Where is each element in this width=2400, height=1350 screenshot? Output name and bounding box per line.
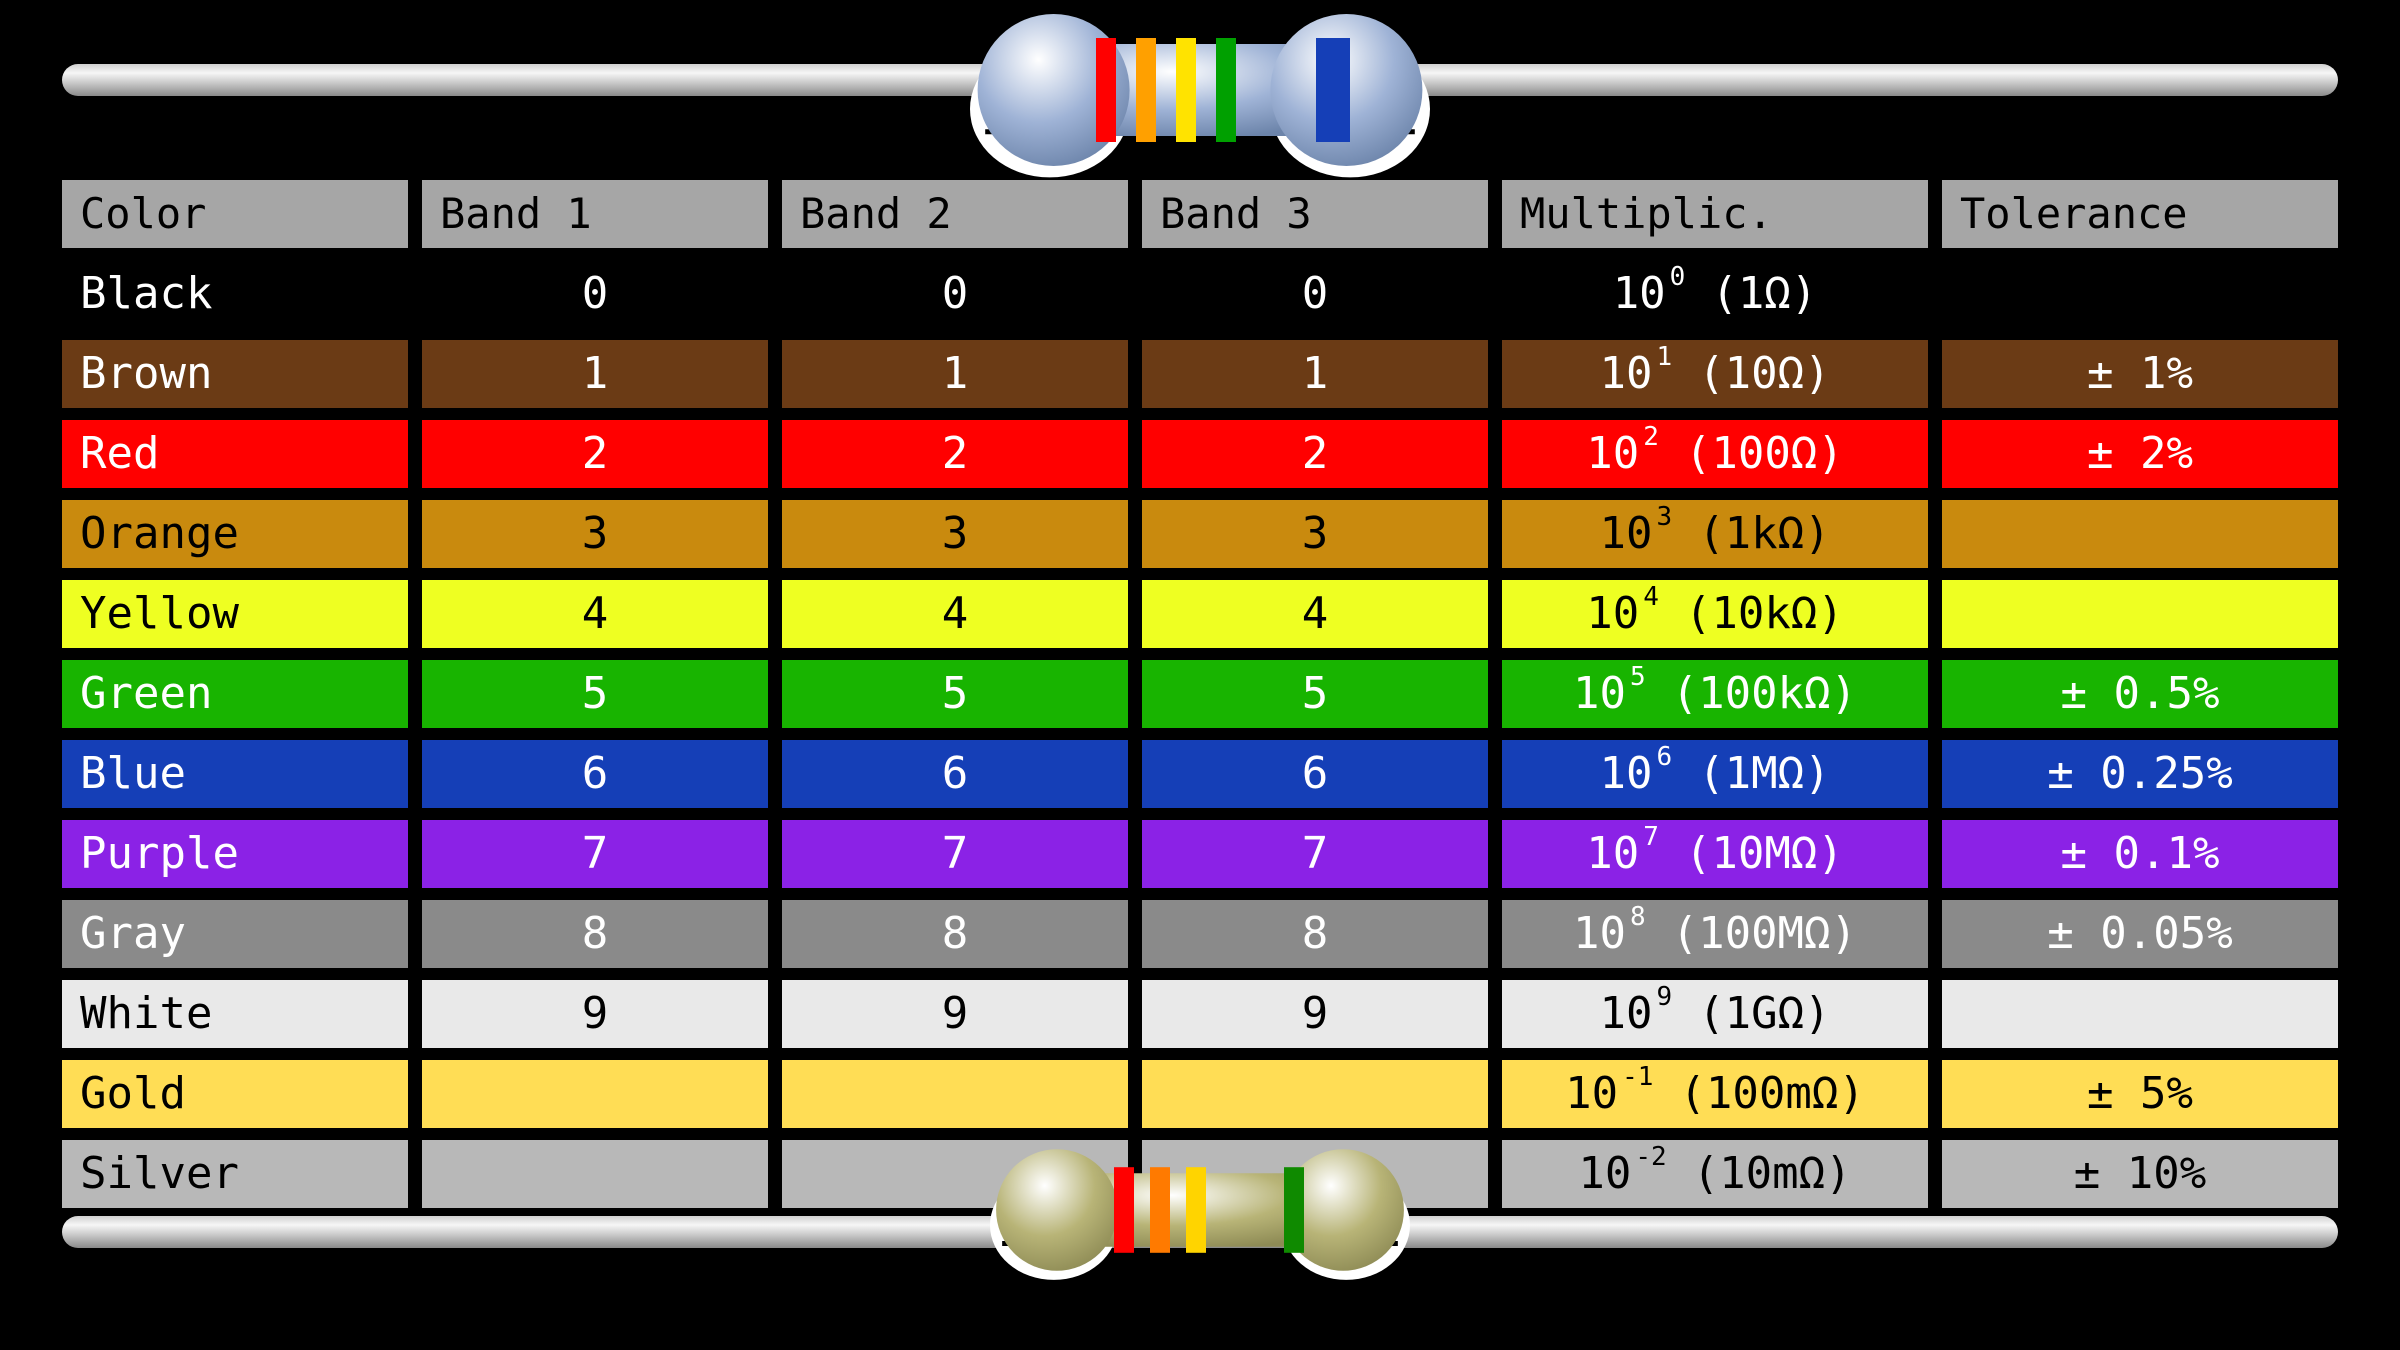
multiplier: 104(10kΩ): [1502, 580, 1928, 648]
column-header: Tolerance: [1942, 180, 2338, 248]
multiplier: 102(100Ω): [1502, 420, 1928, 488]
tolerance: ± 0.5%: [1942, 660, 2338, 728]
band2-digit: [782, 1060, 1128, 1128]
tolerance: ± 0.1%: [1942, 820, 2338, 888]
band1-digit: [422, 1060, 768, 1128]
color-name: Orange: [62, 500, 408, 568]
band3-digit: 8: [1142, 900, 1488, 968]
band1-digit: 4: [422, 580, 768, 648]
table-row: White999109(1GΩ): [62, 980, 2338, 1048]
tolerance: [1942, 580, 2338, 648]
column-header: Band 1: [422, 180, 768, 248]
color-name: Purple: [62, 820, 408, 888]
band3-digit: 9: [1142, 980, 1488, 1048]
multiplier: 101(10Ω): [1502, 340, 1928, 408]
table-row: Green555105(100kΩ)± 0.5%: [62, 660, 2338, 728]
color-name: White: [62, 980, 408, 1048]
multiplier: 100(1Ω): [1502, 260, 1928, 328]
tolerance: [1942, 980, 2338, 1048]
band2-digit: 3: [782, 500, 1128, 568]
band3-digit: 5: [1142, 660, 1488, 728]
table-row: Gold 10-1(100mΩ)± 5%: [62, 1060, 2338, 1128]
column-header: Band 3: [1142, 180, 1488, 248]
resistor-bottom: [990, 1130, 1410, 1290]
color-name: Yellow: [62, 580, 408, 648]
table-row: Brown111101(10Ω)± 1%: [62, 340, 2338, 408]
band3-digit: 4: [1142, 580, 1488, 648]
tolerance: ± 10%: [1942, 1140, 2338, 1208]
band3-digit: 6: [1142, 740, 1488, 808]
color-name: Black: [62, 260, 408, 328]
band2-digit: 0: [782, 260, 1128, 328]
color-name: Green: [62, 660, 408, 728]
band2-digit: 9: [782, 980, 1128, 1048]
table-row: Red222102(100Ω)± 2%: [62, 420, 2338, 488]
tolerance: ± 0.05%: [1942, 900, 2338, 968]
multiplier: 10-2(10mΩ): [1502, 1140, 1928, 1208]
resistor-color-code-table: ColorBand 1Band 2Band 3Multiplic.Toleran…: [62, 180, 2338, 1208]
band2-digit: 5: [782, 660, 1128, 728]
tolerance: ± 0.25%: [1942, 740, 2338, 808]
band3-digit: 3: [1142, 500, 1488, 568]
multiplier: 106(1MΩ): [1502, 740, 1928, 808]
color-name: Gray: [62, 900, 408, 968]
table-row: Orange333103(1kΩ): [62, 500, 2338, 568]
color-name: Gold: [62, 1060, 408, 1128]
band2-digit: 1: [782, 340, 1128, 408]
color-name: Silver: [62, 1140, 408, 1208]
band1-digit: [422, 1140, 768, 1208]
band3-digit: 0: [1142, 260, 1488, 328]
tolerance: [1942, 260, 2338, 328]
multiplier: 103(1kΩ): [1502, 500, 1928, 568]
band1-digit: 6: [422, 740, 768, 808]
tolerance: ± 2%: [1942, 420, 2338, 488]
band3-digit: 1: [1142, 340, 1488, 408]
resistor-top: [970, 0, 1430, 190]
multiplier: 10-1(100mΩ): [1502, 1060, 1928, 1128]
band3-digit: 7: [1142, 820, 1488, 888]
band1-digit: 3: [422, 500, 768, 568]
band1-digit: 9: [422, 980, 768, 1048]
band1-digit: 8: [422, 900, 768, 968]
band1-digit: 5: [422, 660, 768, 728]
multiplier: 107(10MΩ): [1502, 820, 1928, 888]
color-name: Blue: [62, 740, 408, 808]
band1-digit: 2: [422, 420, 768, 488]
multiplier: 109(1GΩ): [1502, 980, 1928, 1048]
multiplier: 108(100MΩ): [1502, 900, 1928, 968]
color-name: Brown: [62, 340, 408, 408]
band2-digit: 7: [782, 820, 1128, 888]
column-header: Multiplic.: [1502, 180, 1928, 248]
band3-digit: 2: [1142, 420, 1488, 488]
band1-digit: 0: [422, 260, 768, 328]
band2-digit: 4: [782, 580, 1128, 648]
table-row: Blue666106(1MΩ)± 0.25%: [62, 740, 2338, 808]
band2-digit: 6: [782, 740, 1128, 808]
color-name: Red: [62, 420, 408, 488]
column-header: Band 2: [782, 180, 1128, 248]
table-row: Gray888108(100MΩ)± 0.05%: [62, 900, 2338, 968]
band2-digit: 2: [782, 420, 1128, 488]
band3-digit: [1142, 1060, 1488, 1128]
multiplier: 105(100kΩ): [1502, 660, 1928, 728]
tolerance: ± 1%: [1942, 340, 2338, 408]
column-header: Color: [62, 180, 408, 248]
table-row: Purple777107(10MΩ)± 0.1%: [62, 820, 2338, 888]
band1-digit: 7: [422, 820, 768, 888]
band2-digit: 8: [782, 900, 1128, 968]
table-row: Yellow444104(10kΩ): [62, 580, 2338, 648]
tolerance: ± 5%: [1942, 1060, 2338, 1128]
table-row: Black000100(1Ω): [62, 260, 2338, 328]
tolerance: [1942, 500, 2338, 568]
band1-digit: 1: [422, 340, 768, 408]
